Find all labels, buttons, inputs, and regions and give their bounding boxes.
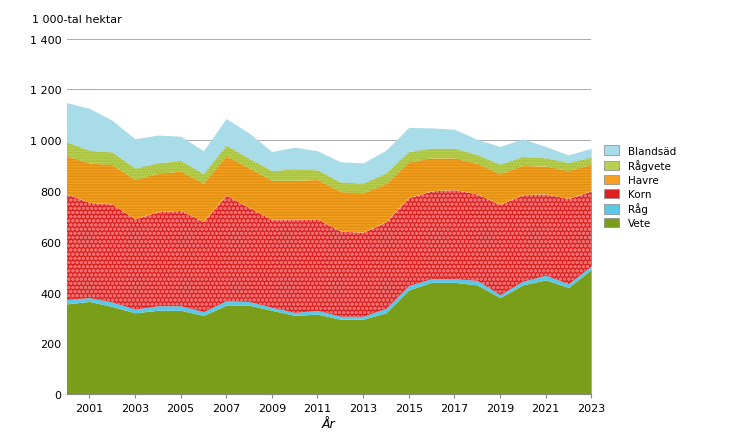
Text: 1 000-tal hektar: 1 000-tal hektar: [33, 15, 122, 25]
Legend: Blandsäd, Rågvete, Havre, Korn, Råg, Vete: Blandsäd, Rågvete, Havre, Korn, Råg, Vet…: [602, 144, 678, 231]
X-axis label: År: År: [322, 417, 336, 430]
